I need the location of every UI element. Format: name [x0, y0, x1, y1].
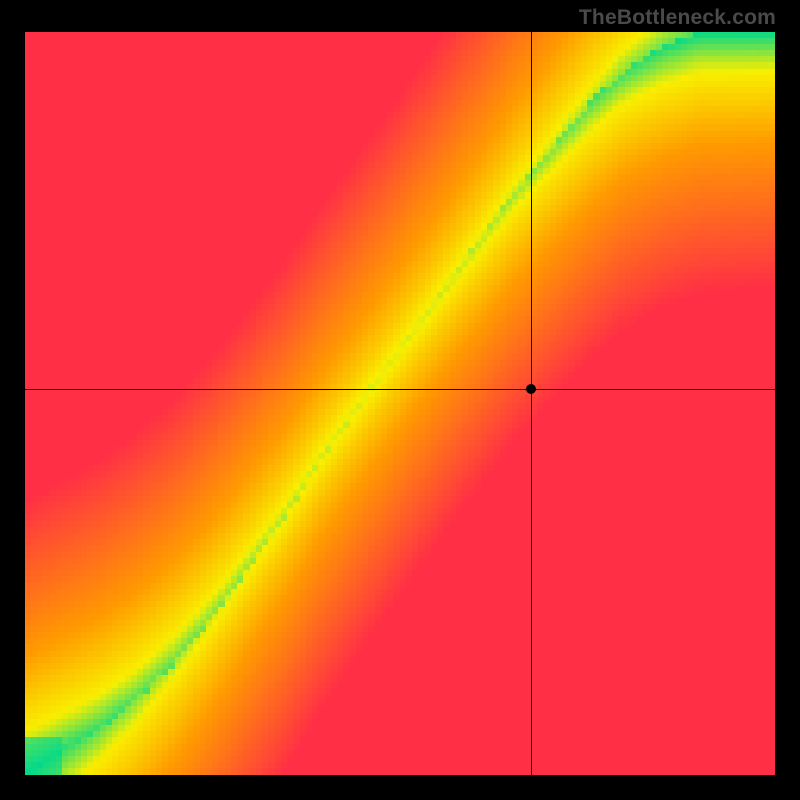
crosshair-vertical [531, 32, 532, 775]
chart-frame: TheBottleneck.com [0, 0, 800, 800]
crosshair-horizontal [25, 389, 775, 390]
watermark-text: TheBottleneck.com [579, 6, 776, 30]
plot-area [25, 32, 775, 775]
selected-point [526, 384, 536, 394]
bottleneck-heatmap [25, 32, 775, 775]
